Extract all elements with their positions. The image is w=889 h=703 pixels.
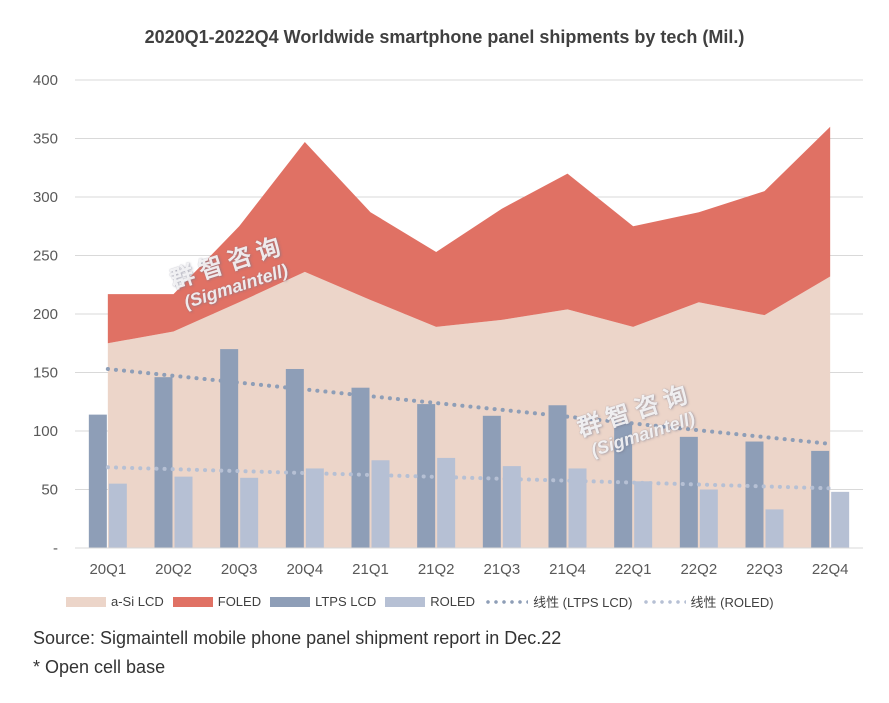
note-text: * Open cell base: [33, 657, 166, 677]
trendlines: [105, 366, 833, 491]
y-tick-label: 200: [33, 306, 58, 323]
bar-ltps-lcd: [154, 377, 173, 548]
x-tick-label: 22Q3: [746, 561, 783, 578]
bar-roled: [699, 489, 718, 548]
x-tick-label: 21Q1: [352, 561, 389, 578]
trendline: [105, 465, 833, 491]
bar-roled: [765, 509, 784, 548]
bar-roled: [240, 477, 259, 548]
bar-ltps-lcd: [614, 422, 633, 548]
bar-roled: [108, 483, 127, 548]
legend-item: a-Si LCD: [66, 594, 164, 609]
legend-item: ROLED: [385, 594, 475, 609]
legend-label: a-Si LCD: [111, 594, 164, 609]
legend-item: LTPS LCD: [270, 594, 376, 609]
axes: - 50 100 150 200 250 300 350 400 20Q1 20Q2 20Q3 20Q4…: [33, 72, 863, 578]
x-tick-label: 20Q4: [286, 561, 323, 578]
y-tick-label: 50: [41, 482, 58, 499]
bar-roled: [371, 460, 390, 548]
x-tick-label: 22Q2: [680, 561, 717, 578]
bar-ltps-lcd: [548, 405, 567, 548]
y-tick-label: 300: [33, 189, 58, 206]
legend-label: 线性 (ROLED): [690, 595, 774, 610]
x-tick-label: 21Q2: [418, 561, 455, 578]
x-tick-label: 21Q4: [549, 561, 586, 578]
legend-label: FOLED: [217, 594, 262, 609]
x-tick-label: 22Q4: [812, 561, 849, 578]
x-tick-label: 21Q3: [483, 561, 520, 578]
bar-roled: [831, 491, 850, 548]
bar-ltps-lcd: [679, 436, 698, 548]
bar-ltps-lcd: [745, 441, 764, 548]
legend-swatch: [172, 596, 213, 607]
chart-legend: a-Si LCD FOLED LTPS LCD ROLED 线性 (LTPS LCD) 线…: [66, 592, 866, 611]
legend-label: LTPS LCD: [315, 594, 377, 609]
legend-label: ROLED: [430, 594, 476, 609]
bar-roled: [568, 468, 587, 548]
y-tick-label: -: [53, 540, 58, 557]
bar-ltps-lcd: [482, 415, 501, 548]
bar-ltps-lcd: [351, 387, 370, 548]
area-foled: [107, 126, 831, 344]
legend-swatch: [641, 599, 686, 604]
x-tick-label: 20Q1: [89, 561, 126, 578]
bar-ltps-lcd: [88, 414, 107, 548]
y-tick-label: 100: [33, 423, 58, 440]
legend-label: 线性 (LTPS LCD): [533, 595, 633, 610]
y-tick-label: 250: [33, 248, 58, 265]
bar-roled: [437, 457, 456, 548]
legend-item: FOLED: [172, 594, 262, 609]
legend-swatch: [484, 599, 529, 604]
legend-swatch: [385, 596, 426, 607]
legend-item: 线性 (LTPS LCD): [484, 592, 633, 611]
x-tick-label: 20Q3: [221, 561, 258, 578]
legend-swatch: [270, 596, 311, 607]
bar-roled: [502, 466, 521, 548]
x-tick-label: 22Q1: [615, 561, 652, 578]
bar-ltps-lcd: [220, 349, 239, 548]
y-tick-label: 350: [33, 131, 58, 148]
y-tick-label: 400: [33, 72, 58, 89]
y-tick-label: 150: [33, 365, 58, 382]
x-tick-label: 20Q2: [155, 561, 192, 578]
source-text: Source: Sigmaintell mobile phone panel s…: [33, 628, 562, 648]
bar-roled: [305, 468, 324, 548]
bar-ltps-lcd: [285, 368, 304, 548]
legend-swatch: [66, 596, 106, 607]
bar-roled: [174, 476, 193, 548]
bar-series: [88, 349, 850, 548]
bar-roled: [634, 481, 653, 548]
bar-ltps-lcd: [417, 404, 436, 548]
bar-ltps-lcd: [811, 450, 830, 548]
trendline: [105, 366, 833, 446]
legend-item: 线性 (ROLED): [641, 592, 774, 611]
chart-title: 2020Q1-2022Q4 Worldwide smartphone panel…: [144, 27, 745, 47]
